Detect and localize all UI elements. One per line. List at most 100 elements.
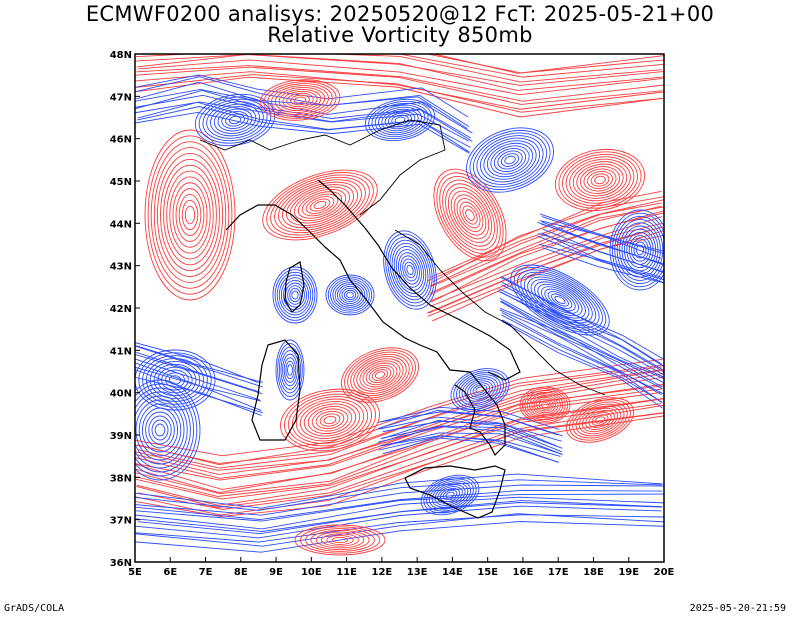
contour-line xyxy=(623,228,657,272)
contour-line xyxy=(135,514,664,543)
contour-line xyxy=(325,274,375,316)
contour-line xyxy=(544,288,576,312)
footer-credit: GrADS/COLA xyxy=(4,603,65,614)
corsica-coastline xyxy=(284,261,305,313)
contour-line xyxy=(150,141,230,289)
contour-line xyxy=(483,140,537,180)
contour-line xyxy=(277,343,303,397)
contour-line xyxy=(135,473,663,509)
contour-line xyxy=(135,391,191,469)
contour-line xyxy=(136,54,662,83)
contour-line xyxy=(502,321,663,409)
contour-line xyxy=(523,274,597,326)
footer-timestamp: 2025-05-20-21:59 xyxy=(689,603,786,614)
contour-line xyxy=(456,198,484,232)
contour-line xyxy=(633,241,647,259)
contour-line xyxy=(135,496,664,530)
contour-line xyxy=(430,206,664,287)
contour-line xyxy=(138,403,182,457)
contour-line xyxy=(135,358,261,401)
contour-line xyxy=(319,413,341,427)
lat-tick-label: 47N xyxy=(110,92,132,103)
contour-line xyxy=(520,271,600,329)
contour-line xyxy=(263,81,337,119)
contour-line xyxy=(472,384,488,396)
contour-line xyxy=(404,261,416,279)
lat-tick-label: 38N xyxy=(110,473,132,484)
contour-line xyxy=(427,230,664,317)
contour-line xyxy=(504,155,516,165)
contour-line xyxy=(311,408,349,432)
contour-line xyxy=(267,83,333,117)
contour-line xyxy=(301,193,339,217)
lat-tick-label: 39N xyxy=(110,431,132,442)
contour-line xyxy=(135,358,663,457)
contour-line xyxy=(381,108,419,132)
contour-line xyxy=(178,194,202,236)
contour-line xyxy=(278,346,302,394)
contour-line xyxy=(135,94,473,142)
sardinia-coastline xyxy=(251,339,301,441)
contour-line xyxy=(519,386,571,424)
contour-line xyxy=(462,205,478,225)
contour-line xyxy=(521,388,569,422)
contour-line xyxy=(499,297,664,380)
contour-line xyxy=(385,233,435,307)
contour-line xyxy=(160,158,220,272)
contour-line xyxy=(391,242,429,298)
contour-line xyxy=(533,396,557,414)
contour-line xyxy=(287,393,373,447)
contour-line xyxy=(565,397,635,443)
lon-tick-label: 5E xyxy=(128,567,142,578)
sicily-coastline xyxy=(404,465,506,519)
lon-tick-label: 19E xyxy=(618,567,639,578)
contour-line xyxy=(558,151,642,209)
contour-line xyxy=(350,353,410,397)
contour-line xyxy=(499,309,662,396)
contour-line xyxy=(585,410,615,430)
contour-line xyxy=(289,287,301,303)
chart-title: ECMWF0200 analisys: 20250520@12 FcT: 202… xyxy=(85,2,715,26)
contour-line xyxy=(374,371,386,379)
contour-line xyxy=(429,202,662,287)
lon-tick-label: 7E xyxy=(199,567,213,578)
contour-line xyxy=(307,406,353,434)
contour-line xyxy=(136,54,664,91)
contour-line xyxy=(432,54,664,74)
contour-line xyxy=(614,215,664,285)
contour-line xyxy=(286,92,314,108)
contour-line xyxy=(575,403,625,437)
contour-line xyxy=(380,425,562,453)
chart-subtitle: Relative Vorticity 850mb xyxy=(267,23,533,47)
contour-line xyxy=(356,358,404,392)
contour-line xyxy=(551,293,569,307)
contour-line xyxy=(271,85,329,115)
lat-tick-label: 43N xyxy=(110,262,132,273)
contour-line xyxy=(153,363,197,397)
contour-line xyxy=(378,416,562,442)
contour-line xyxy=(469,130,551,190)
contour-line xyxy=(135,76,664,118)
contour-line xyxy=(323,415,337,425)
contour-line xyxy=(326,535,354,545)
contour-line xyxy=(331,536,349,544)
contour-line xyxy=(278,179,362,231)
contour-line xyxy=(137,372,664,475)
contour-line xyxy=(434,484,466,506)
contour-line xyxy=(429,190,662,279)
contour-line xyxy=(135,398,664,500)
contour-line xyxy=(280,277,310,313)
contour-line xyxy=(501,300,664,384)
contour-line xyxy=(135,399,185,461)
contour-line xyxy=(591,414,609,426)
contour-line xyxy=(368,366,392,384)
lon-tick-label: 16E xyxy=(513,567,534,578)
contour-line xyxy=(517,269,603,331)
contour-line xyxy=(135,74,664,113)
lat-tick-label: 37N xyxy=(110,516,132,527)
contour-line xyxy=(353,356,407,394)
contour-line xyxy=(572,161,628,199)
contour-line xyxy=(285,184,355,226)
contour-line xyxy=(289,186,351,224)
